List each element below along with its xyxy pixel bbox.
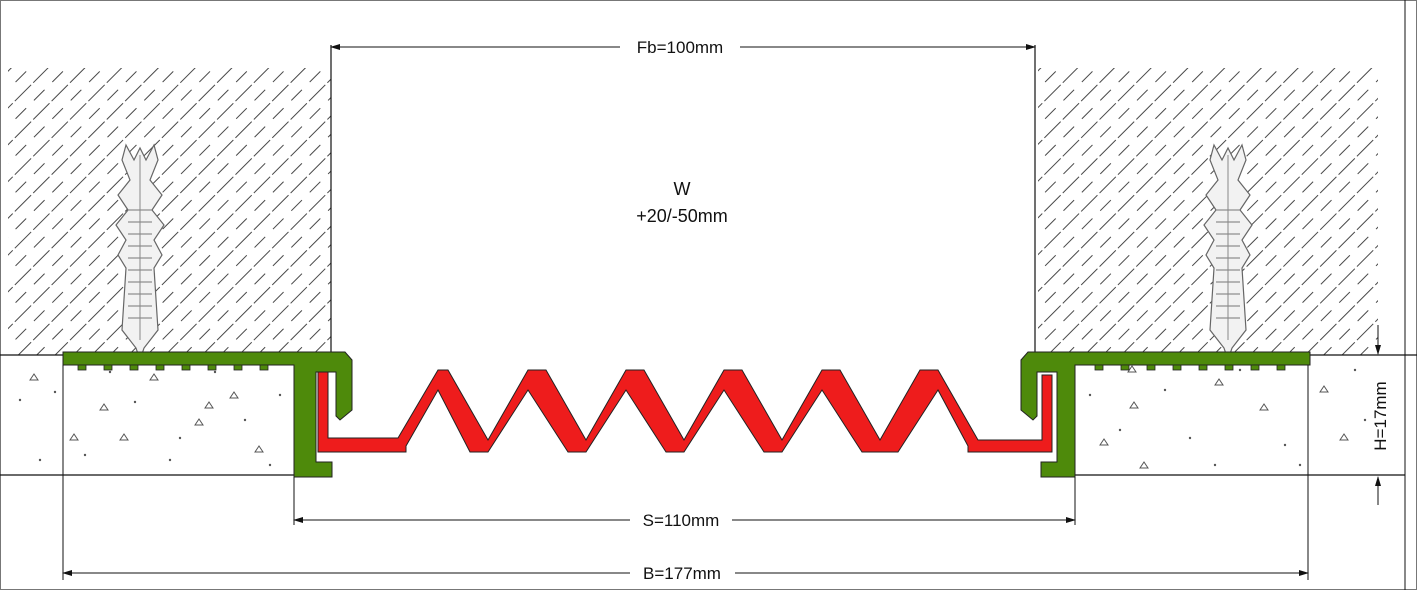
left-green-profile [62,351,353,478]
right-profile-teeth [1094,364,1286,371]
s-label: S=110mm [643,511,720,530]
fb-label: Fb=100mm [637,38,723,57]
b-dimension [62,365,1309,580]
w-range: +20/-50mm [636,206,728,226]
red-seal-insert [317,369,1053,453]
h-label: H=17mm [1371,381,1390,450]
right-green-profile [1020,351,1311,478]
w-label: W [674,179,691,199]
left-concrete-layer [0,354,300,476]
right-concrete-layer [1075,354,1417,476]
right-wall-hatch [1038,68,1378,355]
s-dimension [293,477,1076,525]
b-label: B=177mm [643,564,721,583]
left-profile-teeth [77,364,269,371]
left-wall-hatch [8,68,331,355]
